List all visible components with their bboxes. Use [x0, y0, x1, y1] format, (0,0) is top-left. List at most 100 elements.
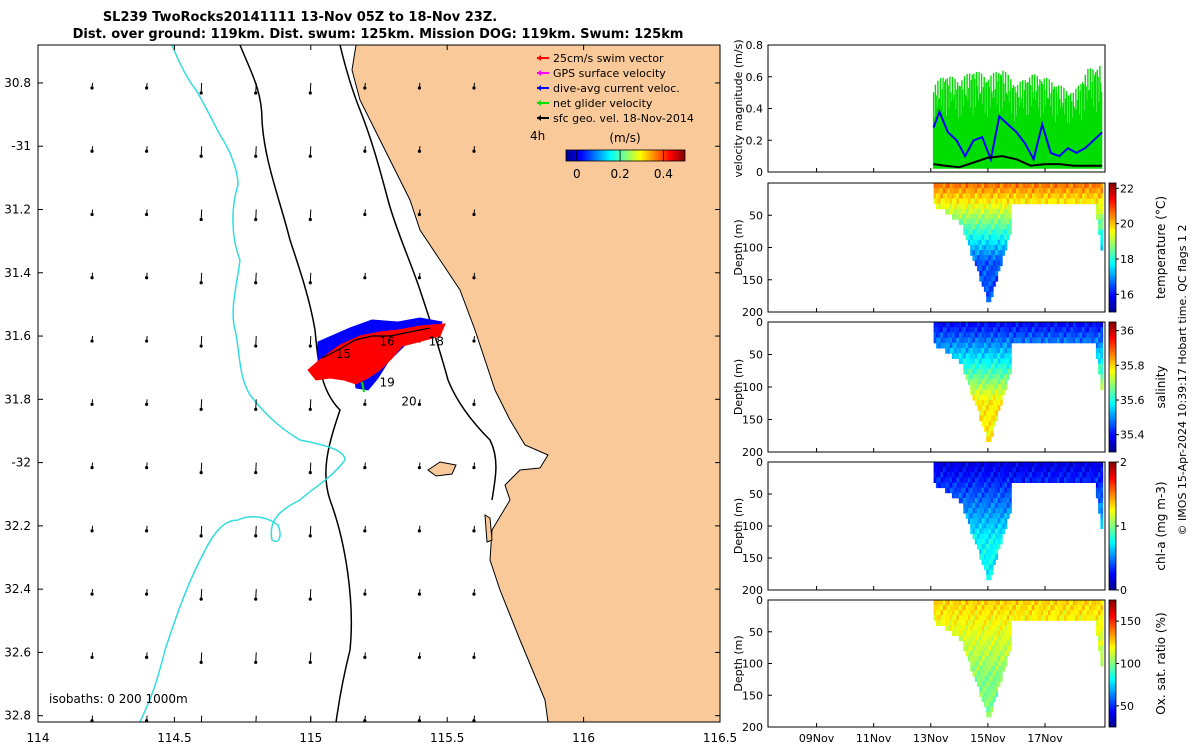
- track-day-label: 15: [336, 347, 351, 361]
- heatmap-cell: [986, 538, 989, 545]
- heatmap-cell: [999, 203, 1003, 210]
- heatmap-cell: [997, 394, 1001, 401]
- heatmap-cell: [990, 275, 994, 282]
- heatmap-cell: [990, 286, 994, 292]
- heatmap-cell: [988, 250, 992, 256]
- heatmap-cell: [983, 645, 987, 652]
- heatmap-cell: [961, 462, 964, 468]
- heatmap-cell: [1022, 183, 1026, 189]
- heatmap-cell: [993, 559, 996, 565]
- heatmap-cell: [983, 666, 987, 672]
- geostrophic-vector-head: [417, 465, 422, 470]
- heatmap-cell: [965, 368, 969, 375]
- heatmap-cell: [1061, 188, 1065, 194]
- heatmap-cell: [940, 467, 944, 473]
- heatmap-cell: [972, 605, 976, 611]
- heatmap-cell: [990, 208, 994, 215]
- heatmap-cell: [993, 244, 996, 251]
- heatmap-cell: [956, 487, 960, 494]
- map-colorbar-ticks: 0 0.2 0.4: [573, 150, 673, 181]
- heatmap-cell: [1082, 193, 1085, 199]
- heatmap-cell: [942, 605, 946, 611]
- heatmap-cell: [963, 348, 967, 354]
- heatmap-cell: [958, 605, 962, 611]
- heatmap-cell: [958, 487, 962, 494]
- heatmap-cell: [1086, 332, 1090, 339]
- heatmap-cell: [1079, 332, 1083, 339]
- heatmap-cell: [1004, 620, 1008, 626]
- geostrophic-vector: [255, 336, 257, 347]
- heatmap-cell: [949, 610, 953, 616]
- heatmap-cell: [999, 528, 1003, 535]
- heatmap-cell: [974, 342, 978, 349]
- heatmap-cell: [990, 518, 994, 524]
- heatmap-cell: [999, 229, 1003, 236]
- heatmap-cell: [1009, 503, 1012, 509]
- heatmap-cell: [1095, 208, 1099, 215]
- heatmap-cell: [997, 462, 1001, 468]
- heatmap-cell: [963, 508, 967, 514]
- heatmap-cell: [1098, 503, 1101, 509]
- heatmap-cell: [1002, 625, 1005, 631]
- heatmap-cell: [1038, 477, 1042, 483]
- heatmap-cell: [1089, 600, 1092, 606]
- heatmap-cell: [993, 497, 996, 504]
- heatmap-cell: [1095, 327, 1099, 333]
- heatmap-cell: [963, 322, 967, 328]
- heatmap-cell: [1059, 472, 1063, 478]
- heatmap-cell: [1057, 462, 1060, 468]
- heatmap-cell: [972, 625, 976, 631]
- heatmap-cell: [993, 681, 996, 687]
- heatmap-cell: [970, 635, 973, 642]
- heatmap-cell: [1004, 477, 1008, 483]
- geostrophic-vector: [309, 399, 312, 410]
- heatmap-cell: [995, 640, 999, 647]
- heatmap-cell: [935, 332, 939, 339]
- panel-colorbar-tick-label: 36: [1120, 325, 1134, 338]
- geostrophic-vector-head: [199, 154, 203, 158]
- heatmap-cell: [1038, 472, 1042, 478]
- heatmap-cell: [983, 559, 987, 565]
- heatmap-cell: [1084, 322, 1088, 328]
- heatmap-cell: [967, 513, 971, 519]
- heatmap-cell: [1066, 615, 1069, 621]
- heatmap-cell: [1009, 229, 1012, 236]
- heatmap-cell: [1052, 605, 1056, 611]
- heatmap-cell: [983, 640, 987, 647]
- heatmap-cell: [990, 610, 994, 616]
- heatmap-cell: [1079, 188, 1083, 194]
- heatmap-cell: [974, 322, 978, 328]
- heatmap-cell: [990, 605, 994, 611]
- heatmap-cell: [970, 467, 973, 473]
- heatmap-cell: [970, 193, 973, 199]
- heatmap-cell: [972, 600, 976, 606]
- heatmap-cell: [1047, 188, 1051, 194]
- heatmap-cell: [1063, 605, 1067, 611]
- heatmap-cell: [979, 610, 983, 616]
- heatmap-cell: [1006, 625, 1010, 631]
- heatmap-cell: [977, 348, 980, 354]
- heatmap-cell: [974, 368, 978, 375]
- heatmap-cell: [1061, 462, 1065, 468]
- heatmap-cell: [988, 605, 992, 611]
- heatmap-cell: [997, 610, 1001, 616]
- heatmap-cell: [997, 219, 1001, 225]
- heatmap-cell: [974, 600, 978, 606]
- heatmap-cell: [977, 353, 980, 359]
- heatmap-cell: [1013, 462, 1017, 468]
- heatmap-cell: [1002, 384, 1005, 391]
- heatmap-cell: [970, 518, 973, 524]
- heatmap-cell: [977, 640, 980, 647]
- heatmap-cell: [1043, 600, 1047, 606]
- heatmap-cell: [997, 681, 1001, 687]
- legend-label: GPS surface velocity: [553, 67, 666, 80]
- heatmap-cell: [947, 620, 951, 626]
- heatmap-cell: [951, 492, 955, 499]
- heatmap-cell: [1004, 492, 1008, 499]
- heatmap-cell: [1013, 193, 1017, 199]
- geostrophic-vector-head: [363, 212, 367, 217]
- heatmap-cell: [963, 477, 967, 483]
- legend-arrowhead: [537, 70, 541, 76]
- heatmap-cell: [979, 513, 983, 519]
- heatmap-cell: [986, 497, 989, 504]
